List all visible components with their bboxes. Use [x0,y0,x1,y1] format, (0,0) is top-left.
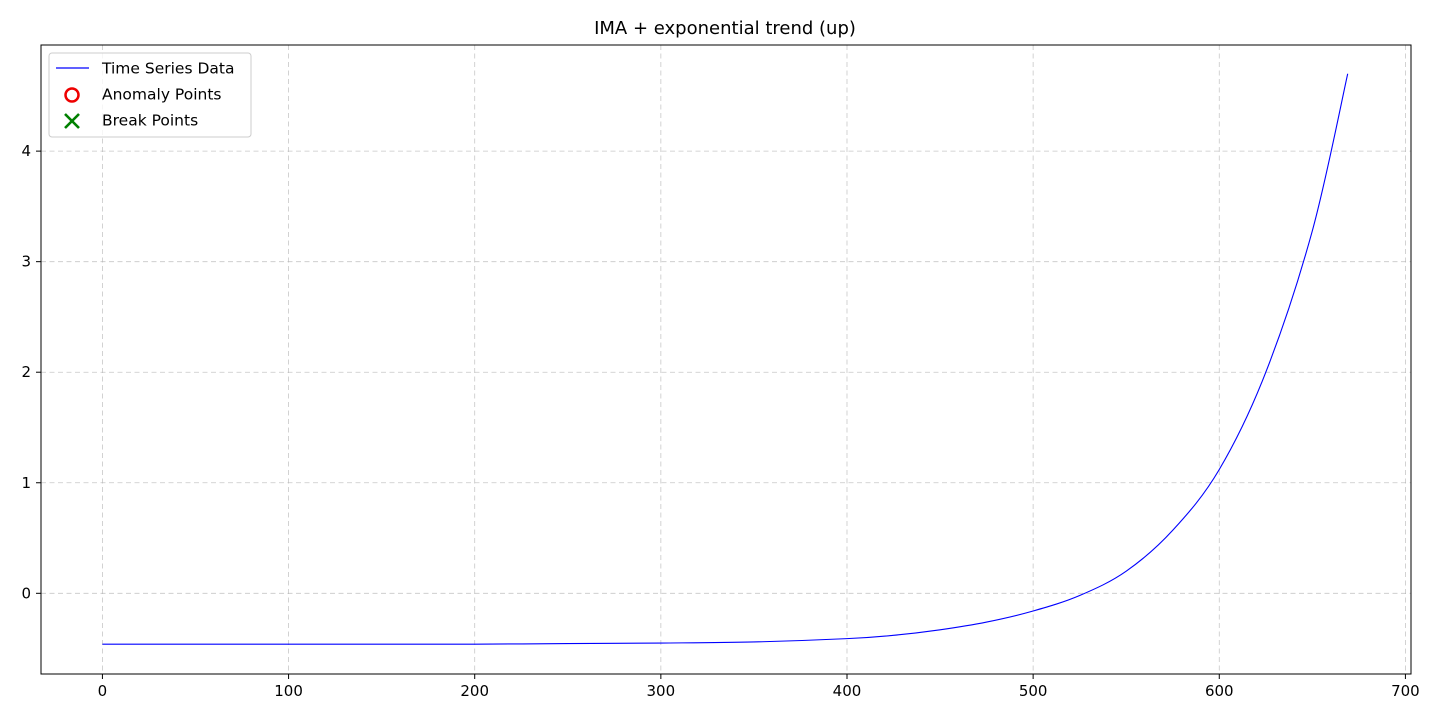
x-tick-label: 500 [1019,682,1048,700]
axis-ticks: 0 100 200 300 400 500 600 700 0 1 2 3 4 [21,142,1419,700]
x-tick-label: 100 [274,682,303,700]
legend-label: Anomaly Points [102,86,221,104]
y-tick-label: 4 [21,142,31,160]
x-tick-label: 400 [833,682,862,700]
legend-label: Time Series Data [101,60,234,78]
series-line [102,73,1349,645]
x-tick-label: 600 [1205,682,1234,700]
series-layer [102,73,1349,645]
legend-circle-marker [64,87,80,103]
plot-frame [40,44,1412,675]
y-tick-label: 0 [21,584,31,602]
y-tick-label: 3 [21,253,31,271]
y-tick-label: 2 [21,363,31,381]
chart-title: IMA + exponential trend (up) [594,18,856,39]
x-tick-label: 700 [1391,682,1420,700]
x-tick-label: 0 [98,682,108,700]
legend: Time Series Data Anomaly Points Break Poin… [48,52,252,138]
y-tick-label: 1 [21,474,31,492]
legend-label: Break Points [102,112,198,130]
x-tick-label: 300 [647,682,676,700]
x-tick-label: 200 [460,682,489,700]
grid-lines [41,45,1411,674]
legend-box [48,52,252,138]
legend-x-marker [64,113,80,129]
